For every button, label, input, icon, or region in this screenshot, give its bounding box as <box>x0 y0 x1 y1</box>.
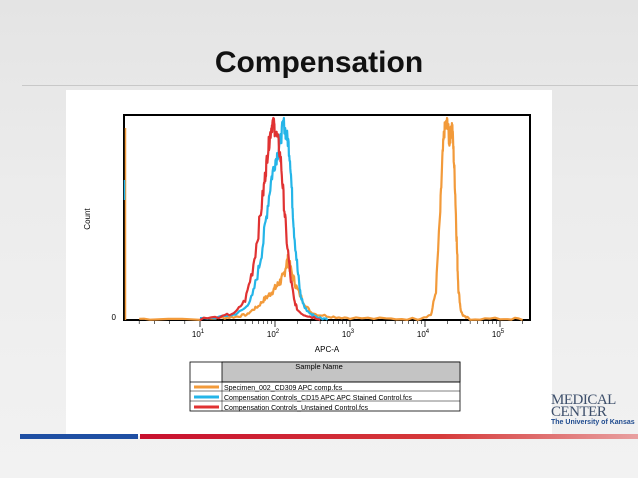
y-tick-label-0: 0 <box>112 313 117 322</box>
x-tick-base: 10 <box>342 330 351 339</box>
x-tick-base: 10 <box>267 330 276 339</box>
logo-line-2: CENTER <box>551 404 607 420</box>
x-tick-exponent: 3 <box>351 329 355 335</box>
x-tick-exponent: 5 <box>501 329 505 335</box>
x-tick-label-2: 103 <box>342 329 355 339</box>
x-tick-base: 10 <box>492 330 501 339</box>
legend: Sample Name Specimen_002_CD309 APC comp.… <box>189 361 461 412</box>
footer-red-bar <box>140 434 638 439</box>
series-line-0 <box>139 116 524 322</box>
x-tick-label-1: 102 <box>267 329 280 339</box>
plot-area <box>123 114 531 321</box>
x-tick-exponent: 1 <box>201 329 205 335</box>
logo-line-1: MEDICAL <box>551 392 616 408</box>
series-line-1 <box>199 116 329 321</box>
x-tick-exponent: 2 <box>276 329 280 335</box>
footer-blue-bar <box>20 434 138 439</box>
x-axis-label: APC-A <box>315 345 340 354</box>
logo-line-3: The University of Kansas <box>551 419 635 426</box>
x-axis-ticks: 101 102 103 104 105 <box>138 320 523 339</box>
page-title: Compensation <box>214 46 424 79</box>
x-tick-base: 10 <box>417 330 426 339</box>
histogram-series <box>123 116 524 322</box>
x-tick-exponent: 4 <box>426 329 430 335</box>
x-tick-base: 10 <box>192 330 201 339</box>
series-line-2 <box>199 116 321 322</box>
x-tick-label-4: 105 <box>492 329 505 339</box>
x-tick-label-3: 104 <box>417 329 430 339</box>
x-tick-label-0: 101 <box>192 329 205 339</box>
legend-header: Sample Name <box>295 362 343 371</box>
legend-label-0: Specimen_002_CD309 APC comp.fcs <box>224 385 343 392</box>
y-axis-label: Count <box>83 208 92 230</box>
title-divider <box>22 85 638 86</box>
legend-label-2: Compensation Controls_Unstained Control.… <box>224 405 368 412</box>
legend-label-1: Compensation Controls_CD15 APC APC Stain… <box>224 395 412 402</box>
medical-center-logo: MEDICAL CENTER The University of Kansas <box>549 392 638 432</box>
